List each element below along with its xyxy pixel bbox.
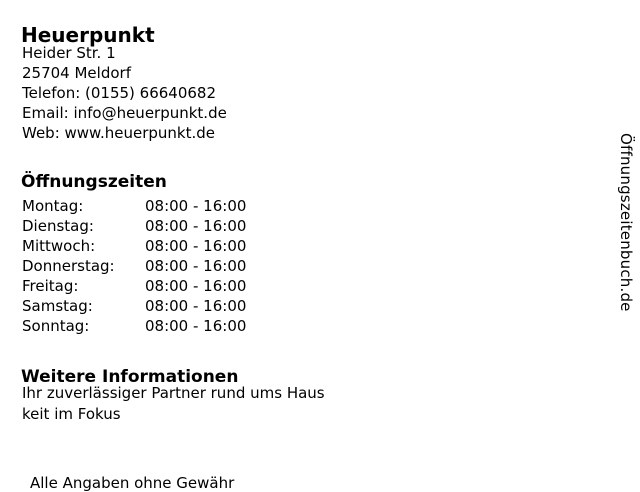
- time-value: 08:00 - 16:00: [145, 257, 247, 275]
- clipped-footer-text: Alle Angaben ohne Gewähr: [30, 474, 235, 492]
- business-description: Ihr zuverlässiger Partner rund ums Haus …: [22, 383, 325, 425]
- opening-hours-table: Montag: 08:00 - 16:00 Dienstag: 08:00 - …: [22, 196, 246, 336]
- business-name: Heuerpunkt: [21, 23, 155, 48]
- address-city: 25704 Meldorf: [22, 64, 131, 82]
- hours-row-tuesday: Dienstag: 08:00 - 16:00: [22, 216, 246, 236]
- time-value: 08:00 - 16:00: [145, 277, 247, 295]
- time-value: 08:00 - 16:00: [145, 217, 247, 235]
- site-watermark: Öffnungszeitenbuch.de: [617, 133, 635, 312]
- time-value: 08:00 - 16:00: [145, 197, 247, 215]
- hours-row-saturday: Samstag: 08:00 - 16:00: [22, 296, 246, 316]
- web-line: Web: www.heuerpunkt.de: [22, 124, 215, 142]
- day-label: Sonntag:: [22, 317, 90, 335]
- time-value: 08:00 - 16:00: [145, 317, 247, 335]
- hours-row-friday: Freitag: 08:00 - 16:00: [22, 276, 246, 296]
- hours-row-monday: Montag: 08:00 - 16:00: [22, 196, 246, 216]
- time-value: 08:00 - 16:00: [145, 297, 247, 315]
- description-line: Ihr zuverlässiger Partner rund ums Haus: [22, 384, 325, 402]
- hours-row-wednesday: Mittwoch: 08:00 - 16:00: [22, 236, 246, 256]
- more-info-heading: Weitere Informationen: [21, 367, 239, 388]
- day-label: Mittwoch:: [22, 237, 96, 255]
- address-street: Heider Str. 1: [22, 44, 116, 62]
- description-line: keit im Fokus: [22, 405, 121, 423]
- email-line: Email: info@heuerpunkt.de: [22, 104, 227, 122]
- opening-hours-heading: Öffnungszeiten: [21, 172, 167, 193]
- day-label: Freitag:: [22, 277, 79, 295]
- day-label: Montag:: [22, 197, 84, 215]
- listing-page: Heuerpunkt Heider Str. 1 25704 Meldorf T…: [21, 23, 635, 492]
- day-label: Samstag:: [22, 297, 93, 315]
- day-label: Donnerstag:: [22, 257, 115, 275]
- phone-line: Telefon: (0155) 66640682: [22, 84, 217, 102]
- hours-row-thursday: Donnerstag: 08:00 - 16:00: [22, 256, 246, 276]
- time-value: 08:00 - 16:00: [145, 237, 247, 255]
- contact-block: Heider Str. 1 25704 Meldorf Telefon: (01…: [22, 43, 227, 143]
- day-label: Dienstag:: [22, 217, 94, 235]
- hours-row-sunday: Sonntag: 08:00 - 16:00: [22, 316, 246, 336]
